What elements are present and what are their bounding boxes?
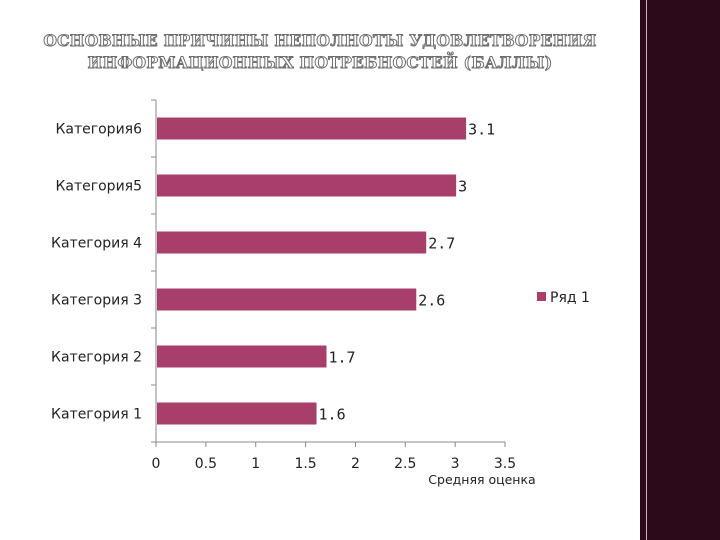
bar bbox=[157, 174, 457, 197]
bar bbox=[157, 288, 417, 311]
x-tick-label: 3.5 bbox=[494, 456, 516, 472]
x-tick-label: 0.5 bbox=[195, 456, 217, 472]
x-tick-label: 1 bbox=[251, 456, 260, 472]
data-label: 3 bbox=[458, 178, 467, 196]
bar bbox=[157, 231, 427, 254]
decorative-line bbox=[646, 0, 647, 540]
legend-label: Ряд 1 bbox=[550, 290, 590, 306]
data-label: 1.6 bbox=[319, 406, 346, 424]
data-label: 2.6 bbox=[418, 292, 445, 310]
chart-title: ОСНОВНЫЕ ПРИЧИНЫ НЕПОЛНОТЫ УДОВЛЕТВОРЕНИ… bbox=[43, 31, 597, 73]
x-tick-label: 3 bbox=[451, 456, 460, 472]
bar bbox=[157, 345, 327, 368]
data-label: 2.7 bbox=[428, 235, 455, 253]
category-label: Категория 2 bbox=[51, 350, 142, 366]
category-label: Категория5 bbox=[55, 179, 142, 195]
x-tick-label: 1.5 bbox=[294, 456, 316, 472]
x-tick-label: 2 bbox=[351, 456, 360, 472]
x-tick-label: 2.5 bbox=[394, 456, 416, 472]
data-label: 3.1 bbox=[468, 121, 495, 139]
category-label: Категория 1 bbox=[51, 407, 142, 423]
bar-chart: 0 0.5 1 1.5 2 2.5 3 3.5 Категория 1 1.6 Категория … bbox=[51, 99, 590, 487]
decorative-side-panel bbox=[640, 0, 720, 540]
category-label: Категория6 bbox=[55, 122, 142, 138]
data-label: 1.7 bbox=[329, 349, 356, 367]
x-tick-label: 0 bbox=[152, 456, 161, 472]
bar bbox=[157, 117, 467, 140]
x-axis-title: Средняя оценка bbox=[428, 472, 535, 487]
category-label: Категория 3 bbox=[51, 293, 142, 309]
legend-swatch bbox=[537, 292, 546, 301]
category-label: Категория 4 bbox=[51, 236, 142, 252]
bar bbox=[157, 402, 317, 425]
